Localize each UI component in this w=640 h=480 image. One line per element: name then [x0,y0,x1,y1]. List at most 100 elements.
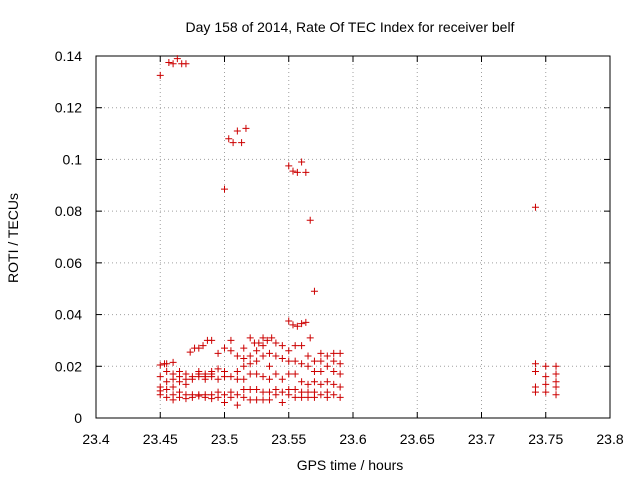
data-point [233,127,241,135]
y-tick-label: 0.12 [55,100,82,116]
data-point [182,395,190,403]
data-point [246,386,254,394]
data-point [298,342,306,350]
data-point [317,380,325,388]
data-point [336,383,344,391]
x-tick-label: 23.7 [468,431,495,447]
data-point [238,139,246,147]
data-point [330,380,338,388]
data-point [272,370,280,378]
data-point [221,398,228,406]
data-point [227,336,235,344]
data-point [156,71,164,79]
data-point [240,393,248,401]
data-point [163,386,171,394]
data-point [289,167,297,175]
x-tick-label: 23.6 [339,431,366,447]
data-point [531,360,539,368]
data-point [199,342,207,350]
y-tick-label: 0.1 [63,151,83,167]
data-point [233,391,241,399]
data-point [246,370,254,378]
data-point [182,60,190,68]
data-point [195,344,203,352]
data-point [285,370,293,378]
data-point [163,367,171,375]
data-point [272,391,280,399]
data-point [169,383,177,391]
data-point [227,393,235,401]
data-point [272,339,280,347]
data-point [330,391,338,399]
data-point [285,162,293,170]
data-point [323,362,331,370]
x-tick-label: 23.4 [82,431,109,447]
x-tick-label: 23.55 [271,431,306,447]
data-point [176,378,184,386]
data-point [259,342,267,350]
data-point [298,378,306,386]
data-point [182,380,190,388]
data-point [291,357,299,365]
data-point [285,391,293,399]
data-point [240,375,248,383]
chart-title: Day 158 of 2014, Rate Of TEC Index for r… [186,19,515,35]
data-point [304,362,312,370]
data-point [259,388,267,396]
data-point [265,388,273,396]
data-point [278,398,286,406]
x-tick-label: 23.8 [596,431,623,447]
data-point [221,185,228,193]
data-point [265,375,273,383]
data-point [298,393,306,401]
x-axis-label: GPS time / hours [297,457,404,473]
data-point [221,344,228,352]
data-point [227,347,235,355]
data-point [188,375,196,383]
data-point [156,361,164,369]
data-point [214,349,222,357]
data-point [268,334,276,342]
data-point [278,342,286,350]
data-point [156,391,164,399]
x-tick-label: 23.65 [400,431,435,447]
data-point [272,352,280,360]
data-point [240,386,248,394]
data-point [323,378,331,386]
data-point [255,339,263,347]
data-point [246,396,254,404]
data-point [330,367,338,375]
data-point [259,396,267,404]
data-point [306,216,314,224]
data-point [246,352,254,360]
data-point [278,355,286,363]
data-point [298,320,306,328]
data-point [263,336,271,344]
data-point [317,357,325,365]
data-point [330,349,338,357]
data-point [542,373,550,381]
data-point [208,373,216,381]
data-point [317,349,325,357]
data-point [229,139,237,147]
y-tick-label: 0 [74,410,82,426]
data-point [291,386,299,394]
x-tick-label: 23.45 [143,431,178,447]
data-point [317,391,325,399]
data-point [531,367,539,375]
y-tick-label: 0.14 [55,48,82,64]
data-point [278,375,286,383]
data-point [285,317,293,325]
data-point [253,347,261,355]
data-point [233,352,241,360]
data-point [304,352,312,360]
data-point [259,352,267,360]
data-point [163,360,171,368]
data-point [293,168,301,176]
data-point [163,393,171,401]
data-point [214,375,222,383]
data-point [336,393,344,401]
data-point [208,336,216,344]
data-point [169,396,177,404]
